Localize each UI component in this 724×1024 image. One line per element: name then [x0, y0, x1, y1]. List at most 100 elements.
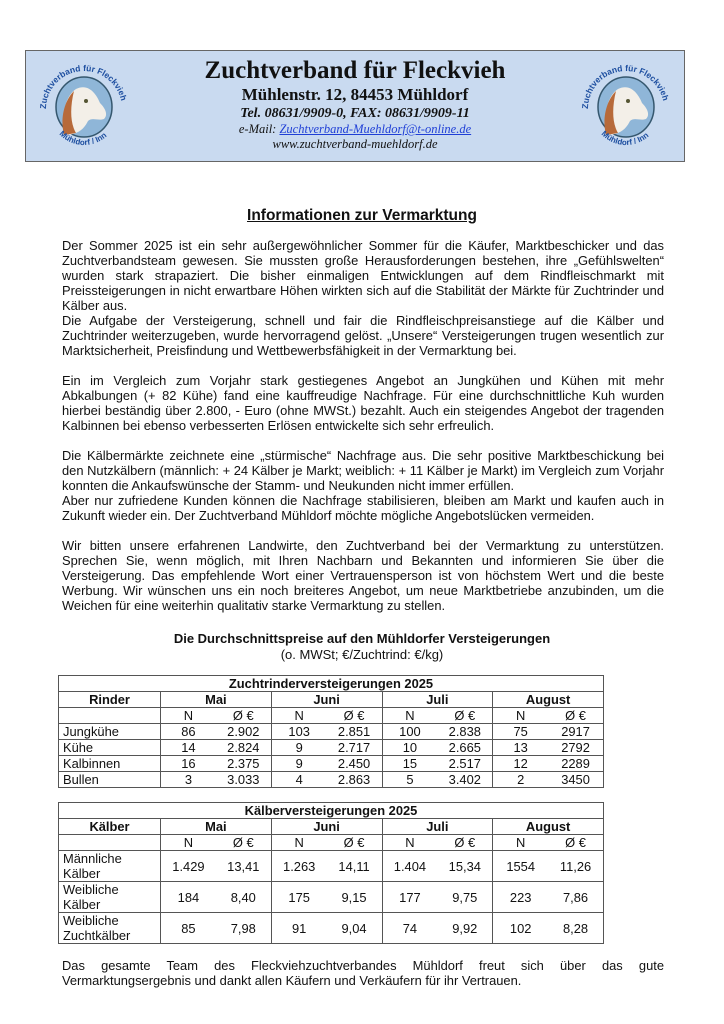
count-cell: 2	[492, 771, 549, 788]
avg-price-cell: 9,75	[437, 881, 494, 913]
table-caption: Zuchtrinderversteigerungen 2025	[58, 675, 604, 692]
page-title: Informationen zur Vermarktung	[247, 207, 477, 224]
count-cell: 91	[270, 912, 327, 944]
count-cell: 1.263	[270, 850, 327, 882]
tables-title: Die Durchschnittspreise auf den Mühldorf…	[173, 631, 551, 646]
count-cell: 100	[381, 723, 438, 740]
month-header: Mai	[160, 818, 272, 835]
count-subheader: N	[492, 707, 549, 724]
count-cell: 75	[492, 723, 549, 740]
email-link[interactable]: Zuchtverband-Muehldorf@t-online.de	[279, 122, 472, 136]
count-cell: 9	[270, 755, 327, 772]
row-header: Kälber	[58, 818, 161, 835]
count-cell: 15	[381, 755, 438, 772]
count-cell: 177	[381, 881, 438, 913]
avg-price-cell: 2792	[548, 739, 605, 756]
avg-price-subheader: Ø €	[548, 707, 605, 724]
avg-price-cell: 2.863	[326, 771, 383, 788]
count-cell: 13	[492, 739, 549, 756]
logo-cow-icon: Zuchtverband für Fleckvieh Mühldorf / In…	[38, 63, 129, 147]
paragraph: Die Kälbermärkte zeichnete eine „stürmis…	[62, 448, 664, 493]
count-cell: 86	[159, 723, 216, 740]
count-cell: 4	[270, 771, 327, 788]
month-header: Juni	[270, 818, 383, 835]
month-header: Juni	[270, 691, 383, 708]
paragraph: Aber nur zufriedene Kunden können die Na…	[62, 493, 664, 523]
row-label-line: Zuchtkälber	[63, 928, 131, 943]
count-cell: 12	[492, 755, 549, 772]
count-cell: 1554	[492, 850, 549, 882]
row-label: Bullen	[58, 771, 161, 788]
avg-price-cell: 9,15	[326, 881, 383, 913]
table-caption: Kälberversteigerungen 2025	[58, 802, 604, 819]
avg-price-cell: 8,40	[215, 881, 272, 913]
table-row: Kalbinnen 16 2.375 9 2.450 15 2.517 12 2289	[58, 755, 605, 772]
avg-price-cell: 2.824	[215, 739, 272, 756]
avg-price-cell: 2917	[548, 723, 605, 740]
paragraph: Wir bitten unsere erfahrenen Landwirte, …	[62, 538, 664, 613]
month-header: Mai	[160, 691, 272, 708]
avg-price-cell: 2.450	[326, 755, 383, 772]
avg-price-cell: 13,41	[215, 850, 272, 882]
count-cell: 85	[159, 912, 216, 944]
table-row: Weibliche Kälber 184 8,40 175 9,15 177 9,75 223 7…	[58, 881, 605, 913]
month-header: August	[492, 818, 604, 835]
row-label-line: Männliche	[63, 851, 122, 867]
table-row: Bullen 3 3.033 4 2.863 5 3.402 2 3450	[58, 771, 605, 788]
row-label-line: Weibliche	[63, 913, 119, 929]
avg-price-subheader: Ø €	[437, 834, 494, 851]
count-cell: 14	[159, 739, 216, 756]
paragraph: Der Sommer 2025 ist ein sehr außergewöhn…	[62, 238, 664, 313]
count-cell: 1.429	[159, 850, 216, 882]
avg-price-cell: 2.665	[437, 739, 494, 756]
count-subheader: N	[381, 707, 438, 724]
avg-price-cell: 2.717	[326, 739, 383, 756]
avg-price-cell: 2289	[548, 755, 605, 772]
count-subheader: N	[381, 834, 438, 851]
avg-price-subheader: Ø €	[326, 834, 383, 851]
count-cell: 3	[159, 771, 216, 788]
count-cell: 16	[159, 755, 216, 772]
kaelber-table: Kälberversteigerungen 2025 Kälber Mai Ju…	[58, 802, 605, 944]
count-cell: 74	[381, 912, 438, 944]
count-cell: 10	[381, 739, 438, 756]
table-row: Jungkühe 86 2.902 103 2.851 100 2.838 75 2917	[58, 723, 605, 740]
avg-price-cell: 14,11	[326, 850, 383, 882]
zuchtrinder-table: Zuchtrinderversteigerungen 2025 Rinder M…	[58, 675, 605, 788]
table-row: Weibliche Zuchtkälber 85 7,98 91 9,04 74 9,92 10…	[58, 912, 605, 944]
tables-subtitle: (o. MWSt; €/Zuchtrind: €/kg)	[280, 647, 444, 662]
avg-price-cell: 15,34	[437, 850, 494, 882]
address: Mühlenstr. 12, 84453 Mühldorf	[241, 85, 469, 104]
avg-price-cell: 2.838	[437, 723, 494, 740]
row-header: Rinder	[58, 691, 161, 708]
body-text: Der Sommer 2025 ist ein sehr außergewöhn…	[62, 238, 664, 613]
row-label: Weibliche Zuchtkälber	[58, 912, 161, 944]
paragraph: Ein im Vergleich zum Vorjahr stark gesti…	[62, 373, 664, 433]
row-label-line: Kälber	[63, 866, 101, 881]
count-cell: 102	[492, 912, 549, 944]
count-subheader: N	[270, 834, 327, 851]
phone-fax: Tel. 08631/9909-0, FAX: 08631/9909-11	[240, 106, 470, 121]
count-subheader: N	[270, 707, 327, 724]
count-cell: 223	[492, 881, 549, 913]
count-subheader: N	[159, 834, 216, 851]
org-name: Zuchtverband für Fleckvieh	[204, 57, 506, 84]
row-label-line: Kälber	[63, 897, 101, 912]
count-subheader: N	[492, 834, 549, 851]
avg-price-subheader: Ø €	[548, 834, 605, 851]
table-row: Kühe 14 2.824 9 2.717 10 2.665 13 2792	[58, 739, 605, 756]
avg-price-cell: 2.517	[437, 755, 494, 772]
logo-cow-icon: Zuchtverband für Fleckvieh Mühldorf / In…	[580, 63, 671, 147]
row-label: Männliche Kälber	[58, 850, 161, 882]
row-label-line: Weibliche	[63, 882, 119, 898]
avg-price-cell: 3.033	[215, 771, 272, 788]
page-content: Informationen zur Vermarktung Der Sommer…	[0, 206, 724, 988]
count-cell: 103	[270, 723, 327, 740]
avg-price-cell: 9,92	[437, 912, 494, 944]
website: www.zuchtverband-muehldorf.de	[272, 137, 438, 151]
month-header: Juli	[381, 818, 494, 835]
avg-price-cell: 8,28	[548, 912, 605, 944]
avg-price-subheader: Ø €	[215, 834, 272, 851]
table-row: Männliche Kälber 1.429 13,41 1.263 14,11 1.404…	[58, 850, 605, 882]
avg-price-cell: 11,26	[548, 850, 605, 882]
